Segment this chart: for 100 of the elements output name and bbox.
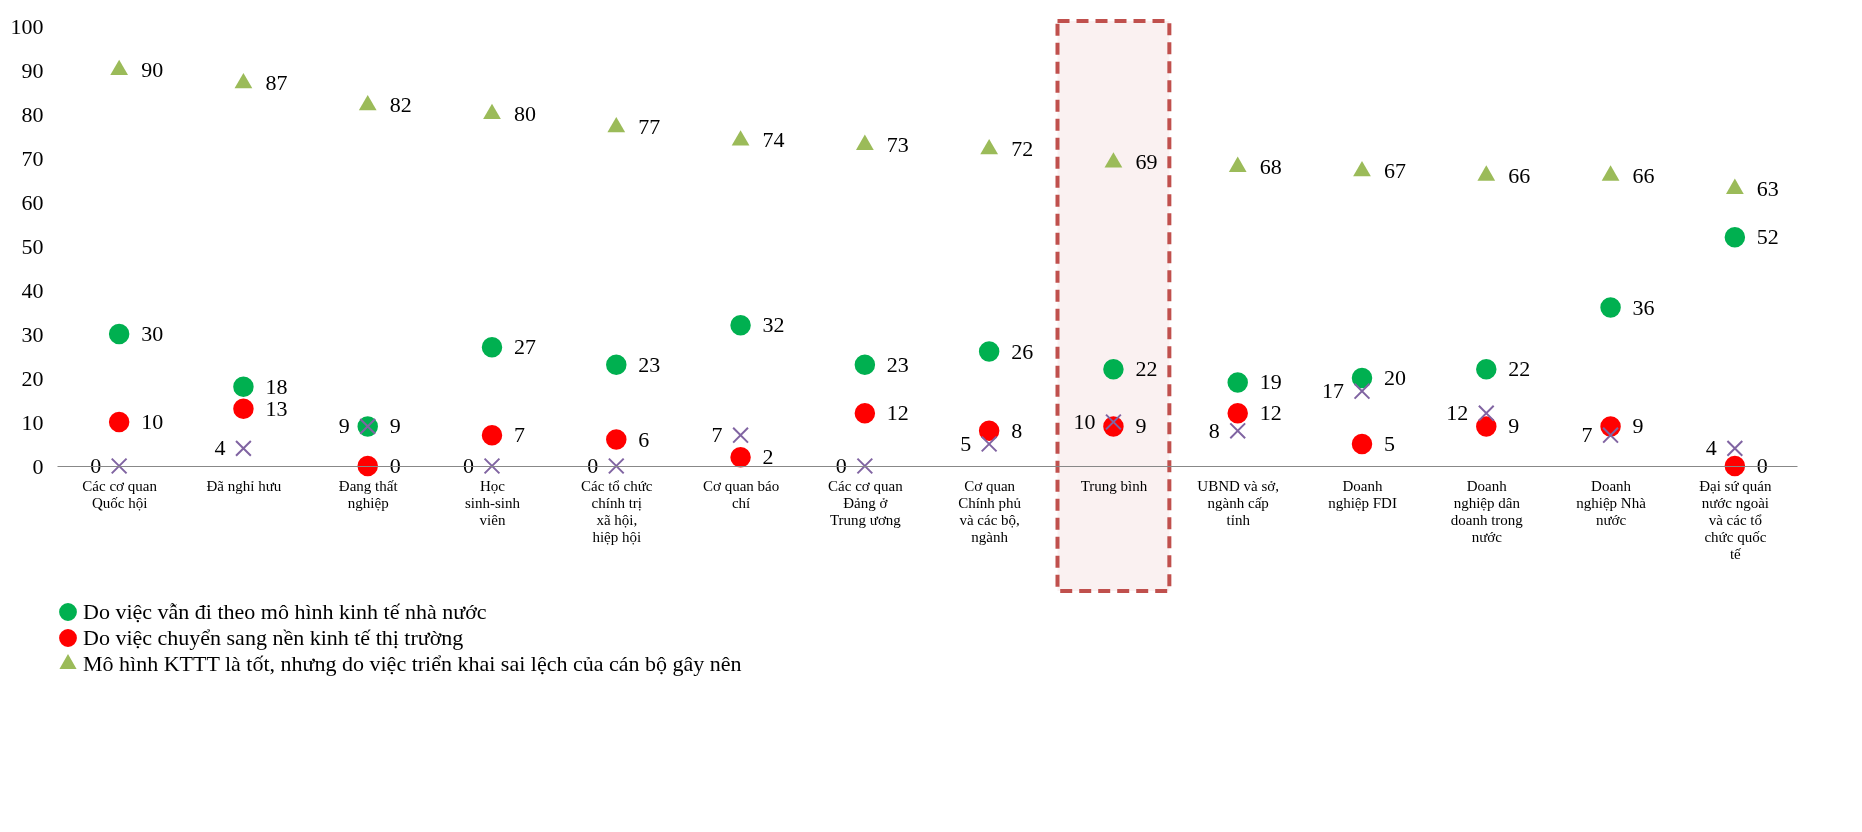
data-label: 66	[1508, 162, 1531, 188]
point	[980, 138, 999, 155]
x-tick-label: Cơ quan báo chí	[702, 477, 780, 511]
x-tick-label: Các tổ chức chính trị xã hội, hiệp hội	[581, 477, 653, 545]
data-label: 17	[1322, 378, 1344, 404]
data-label: 80	[514, 101, 536, 126]
point	[606, 429, 627, 450]
data-label: 9	[338, 413, 350, 439]
point	[731, 130, 750, 146]
point	[235, 439, 252, 457]
y-tick-label: 10	[21, 409, 44, 435]
legend-label: Do việc vẫn đi theo mô hình kinh tế nhà nước	[83, 599, 487, 624]
point	[1726, 439, 1744, 457]
data-label: 23	[886, 351, 909, 377]
x-tick-label: Các cơ quan Đảng ở Trung ương	[828, 477, 904, 528]
point	[1477, 165, 1496, 181]
data-label: 20	[1384, 365, 1406, 390]
data-label: 9	[389, 413, 401, 439]
point	[1351, 367, 1373, 389]
y-tick-label: 50	[21, 233, 44, 259]
x-tick-label: Các cơ quan Quốc hội	[82, 477, 158, 511]
data-label: 73	[886, 131, 909, 157]
point	[1227, 372, 1248, 393]
y-tick-label: 90	[21, 57, 44, 83]
point	[233, 398, 254, 420]
x-tick-label: Đang thất nghiệp	[338, 477, 399, 511]
y-tick-label: 100	[10, 13, 44, 39]
data-label: 36	[1632, 294, 1655, 320]
y-tick-label: 20	[21, 365, 44, 391]
data-label: 12	[886, 400, 909, 426]
x-tick-label: Đại sứ quán nước ngoài và các tổ chức quốc tế	[1699, 477, 1772, 562]
data-label: 5	[960, 431, 972, 456]
point	[110, 457, 128, 475]
x-tick-label: Học sinh-sinh viên	[464, 477, 521, 528]
point	[978, 420, 1000, 442]
data-label: 77	[638, 114, 661, 140]
point	[233, 376, 254, 398]
point	[483, 103, 501, 120]
data-label: 82	[389, 92, 412, 118]
point	[483, 457, 501, 475]
point	[110, 59, 129, 76]
point	[234, 72, 253, 89]
data-label: 66	[1632, 162, 1655, 188]
x-tick-label: Đã nghỉ hưu	[206, 477, 282, 494]
point	[1601, 165, 1620, 181]
data-label: 68	[1259, 153, 1282, 179]
data-label: 87	[265, 70, 288, 96]
data-label: 74	[762, 127, 785, 153]
point	[1105, 413, 1122, 431]
point	[481, 336, 503, 358]
x-tick-label: Cơ quan Chính phủ và các bộ, ngành	[958, 477, 1022, 545]
data-label: 22	[1508, 356, 1531, 382]
data-label: 12	[1446, 400, 1469, 426]
point	[980, 435, 998, 453]
data-label: 12	[1259, 400, 1282, 426]
data-label: 9	[1135, 413, 1147, 439]
data-label: 63	[1756, 175, 1779, 201]
data-label: 30	[141, 321, 164, 346]
data-label: 2	[762, 444, 774, 470]
y-tick-label: 40	[21, 277, 44, 303]
data-label: 26	[1011, 338, 1034, 364]
point	[730, 314, 751, 336]
legend-label: Mô hình KTTT là tốt, nhưng do việc triển khai sai lệch của cán bộ gây nên	[83, 651, 742, 676]
point	[854, 402, 876, 424]
data-label: 5	[1384, 431, 1395, 456]
point	[1227, 402, 1248, 424]
data-label: 23	[638, 351, 661, 377]
point	[1600, 297, 1621, 318]
point	[358, 94, 377, 111]
data-label: 10	[1073, 409, 1096, 434]
data-label: 22	[1135, 356, 1158, 382]
point	[978, 341, 1000, 362]
data-label: 4	[214, 435, 226, 461]
data-label: 32	[762, 312, 785, 338]
data-label: 72	[1011, 136, 1034, 162]
data-label: 10	[141, 409, 164, 434]
data-label: 7	[1581, 422, 1593, 448]
data-label: 27	[514, 334, 536, 360]
data-label: 8	[1208, 417, 1220, 443]
x-tick-label: Doanh nghiệp dân doanh trong nước	[1450, 477, 1524, 545]
point	[607, 457, 625, 475]
x-tick-label: UBND và sở, ngành cấp tỉnh	[1197, 477, 1280, 528]
data-label: 8	[1011, 417, 1023, 443]
data-label: 52	[1756, 224, 1779, 250]
point	[1229, 422, 1247, 440]
point	[1353, 160, 1371, 177]
point	[1477, 404, 1495, 422]
x-tick-label: Doanh nghiệp FDI	[1328, 477, 1397, 511]
y-tick-label: 80	[21, 101, 44, 127]
point	[1476, 416, 1497, 437]
data-label: 7	[514, 422, 525, 448]
point	[1228, 156, 1247, 172]
data-label: 67	[1384, 158, 1406, 184]
x-tick-label: Trung bình	[1080, 477, 1148, 494]
point	[1724, 455, 1746, 477]
point	[856, 457, 874, 475]
y-tick-label: 0	[32, 453, 44, 479]
point	[1602, 426, 1619, 444]
x-tick-label: Doanh nghiệp Nhà nước	[1576, 477, 1647, 528]
data-label: 69	[1135, 149, 1158, 175]
